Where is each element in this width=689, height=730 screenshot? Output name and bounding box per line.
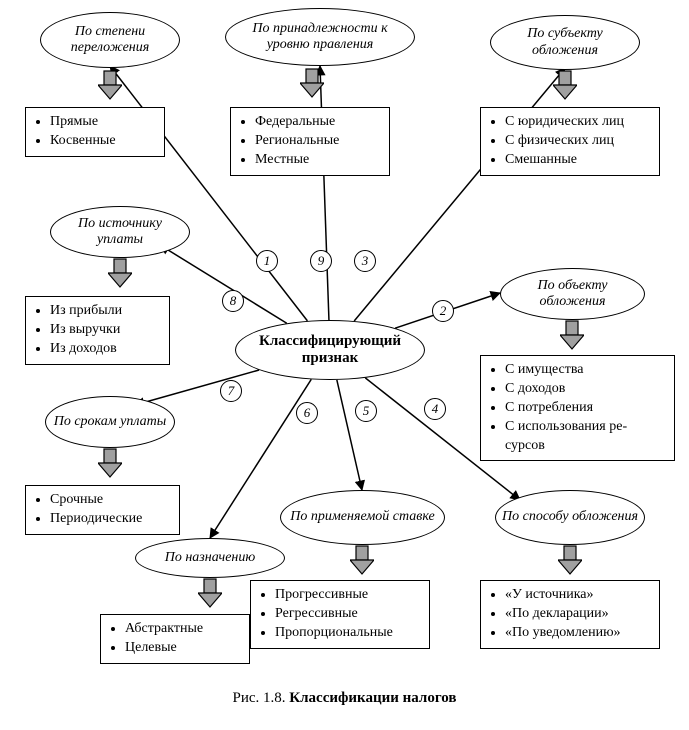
branch-item: С физических лиц [505,132,651,151]
branch-items-box: АбстрактныеЦелевые [100,614,250,664]
branch-title: По источнику уплаты [57,216,183,248]
branch-title-ellipse: По применяемой ставке [280,490,445,545]
caption-bold: Классификации налогов [289,690,456,706]
branch-number: 5 [355,400,377,422]
branch-title: По срокам уплаты [54,414,167,430]
center-node: Классифицирующий признак [235,320,425,380]
branch-items-box: С имуществаС доходовС потребленияС испол… [480,355,675,461]
down-arrow-icon [108,258,132,290]
branch-title: По субъекту обложения [497,26,633,58]
down-arrow-icon [300,68,324,100]
branch-item: Целевые [125,639,241,658]
branch-title: По применяемой ставке [290,509,435,525]
down-arrow-icon [560,320,584,352]
branch-title-ellipse: По субъекту обложения [490,15,640,70]
branch-item: С юридических лиц [505,113,651,132]
branch-number: 2 [432,300,454,322]
branch-item: Прямые [50,113,156,132]
branch-item: Из прибыли [50,302,161,321]
center-label: Классифицирующий признак [242,333,418,368]
branch-number: 7 [220,380,242,402]
branch-title: По назначению [165,550,256,566]
branch-number: 8 [222,290,244,312]
branch-item: «По уведомлению» [505,624,651,643]
branch-item: Косвенные [50,132,156,151]
branch-title-ellipse: По назначению [135,538,285,578]
branch-items-box: СрочныеПериодические [25,485,180,535]
branch-number: 9 [310,250,332,272]
branch-title: По принадлежности к уровню правления [232,21,408,53]
branch-title-ellipse: По принадлежности к уровню правления [225,8,415,66]
branch-item: Федеральные [255,113,381,132]
branch-item: Регрессивные [275,605,421,624]
down-arrow-icon [98,448,122,480]
down-arrow-icon [98,70,122,102]
caption-prefix: Рис. 1.8. [232,690,289,706]
branch-item: Из доходов [50,340,161,359]
branch-item: Периодические [50,510,171,529]
branch-item: Срочные [50,491,171,510]
branch-item: С использования ре-сурсов [505,418,666,456]
branch-items-box: ФедеральныеРегиональныеМестные [230,107,390,176]
branch-number: 3 [354,250,376,272]
branch-item: С потребления [505,399,666,418]
down-arrow-icon [350,545,374,577]
branch-number: 4 [424,398,446,420]
branch-item: «У источника» [505,586,651,605]
branch-items-box: «У источника»«По декларации»«По уведомле… [480,580,660,649]
branch-title-ellipse: По способу обложения [495,490,645,545]
branch-number: 6 [296,402,318,424]
branch-title-ellipse: По источнику уплаты [50,206,190,258]
branch-item: С имущества [505,361,666,380]
down-arrow-icon [198,578,222,610]
branch-title-ellipse: По срокам уплаты [45,396,175,448]
branch-item: С доходов [505,380,666,399]
branch-items-box: ПрогрессивныеРегрессивныеПропорциональны… [250,580,430,649]
branch-item: Региональные [255,132,381,151]
down-arrow-icon [558,545,582,577]
branch-title: По объекту обложения [507,278,638,310]
branch-item: Смешанные [505,151,651,170]
branch-items-box: ПрямыеКосвенные [25,107,165,157]
branch-title: По степени переложения [47,24,173,56]
branch-title: По способу обложения [502,509,638,525]
branch-item: Пропорциональные [275,624,421,643]
branch-title-ellipse: По степени переложения [40,12,180,68]
branch-item: «По декларации» [505,605,651,624]
branch-number: 1 [256,250,278,272]
branch-item: Из выручки [50,321,161,340]
branch-items-box: Из прибылиИз выручкиИз доходов [25,296,170,365]
branch-item: Абстрактные [125,620,241,639]
branch-items-box: С юридических лицС физических лицСмешанн… [480,107,660,176]
figure-caption: Рис. 1.8. Классификации налогов [0,690,689,707]
branch-item: Местные [255,151,381,170]
branch-title-ellipse: По объекту обложения [500,268,645,320]
branch-item: Прогрессивные [275,586,421,605]
diagram-canvas: Классифицирующий признак По степени пере… [0,0,689,730]
down-arrow-icon [553,70,577,102]
